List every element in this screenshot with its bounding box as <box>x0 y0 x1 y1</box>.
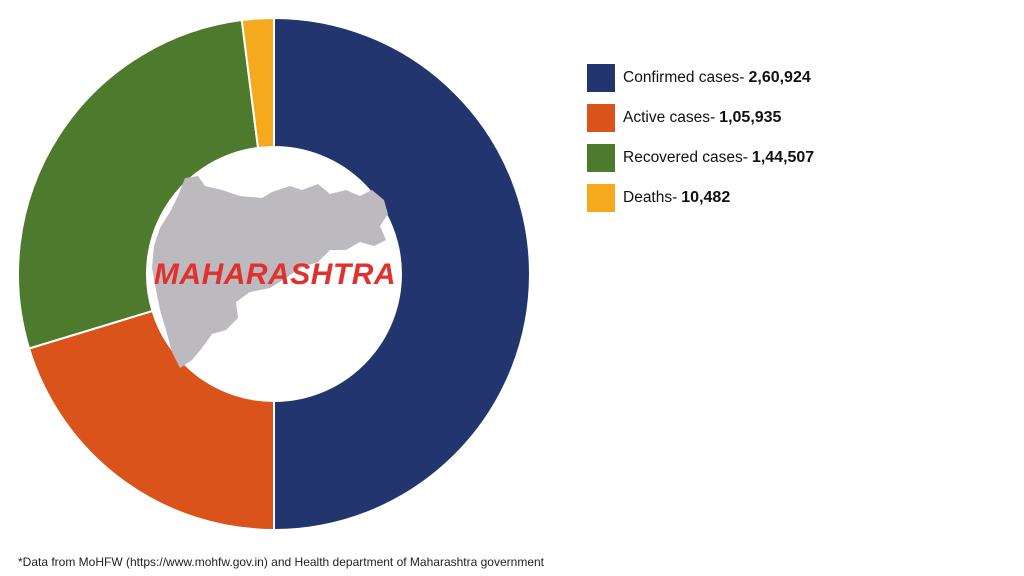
donut-chart <box>17 16 531 532</box>
center-label: MAHARASHTRA <box>153 258 397 291</box>
donut-slice-recovered-cases <box>17 18 260 350</box>
legend-label: Confirmed cases- <box>623 69 745 86</box>
legend-value: 10,482 <box>681 189 731 206</box>
legend-label: Deaths- <box>623 189 678 206</box>
legend-item-deaths: Deaths- 10,482 <box>587 184 814 212</box>
legend: Confirmed cases- 2,60,924 Active cases- … <box>587 64 814 224</box>
footnote: *Data from MoHFW (https://www.mohfw.gov.… <box>18 555 544 569</box>
donut-slice-confirmed-cases <box>273 16 531 532</box>
legend-swatch-recovered <box>587 144 615 172</box>
legend-item-confirmed: Confirmed cases- 2,60,924 <box>587 64 814 92</box>
legend-value: 2,60,924 <box>748 69 811 86</box>
legend-swatch-active <box>587 104 615 132</box>
legend-value: 1,05,935 <box>719 109 782 126</box>
legend-label: Active cases- <box>623 109 716 126</box>
legend-swatch-deaths <box>587 184 615 212</box>
donut-slice-deaths <box>240 16 275 150</box>
legend-value: 1,44,507 <box>751 149 815 166</box>
maharashtra-map-silhouette <box>152 176 388 368</box>
legend-swatch-confirmed <box>587 64 615 92</box>
donut-slice-active-cases <box>27 309 275 532</box>
legend-item-recovered: Recovered cases- 1,44,507 <box>587 144 814 172</box>
legend-label: Recovered cases- <box>623 149 748 166</box>
legend-item-active: Active cases- 1,05,935 <box>587 104 814 132</box>
